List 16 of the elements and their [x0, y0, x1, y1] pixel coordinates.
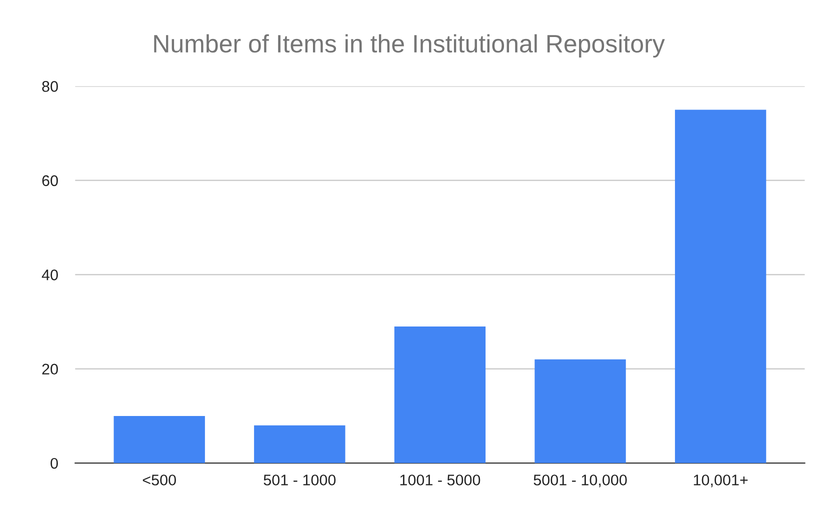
bar: [114, 416, 205, 464]
y-tick-label: 40: [42, 270, 58, 280]
y-tick-label: 60: [42, 175, 58, 186]
bar: [254, 425, 346, 464]
x-tick-label: 5001 - 10,000: [534, 474, 627, 488]
y-tick-label: 0: [50, 458, 58, 469]
y-tick-label: 20: [42, 364, 58, 375]
x-tick-label: 10,001+: [694, 474, 748, 488]
chart-title: Number of Items in the Institutional Repository: [154, 34, 665, 58]
bar: [534, 359, 626, 464]
x-tick-label: <500: [142, 474, 176, 486]
bar: [674, 110, 766, 464]
bar: [394, 326, 486, 464]
x-tick-label: 1001 - 5000: [400, 474, 480, 486]
x-tick-label: 501 - 1000: [264, 474, 336, 486]
y-tick-label: 80: [42, 81, 58, 92]
